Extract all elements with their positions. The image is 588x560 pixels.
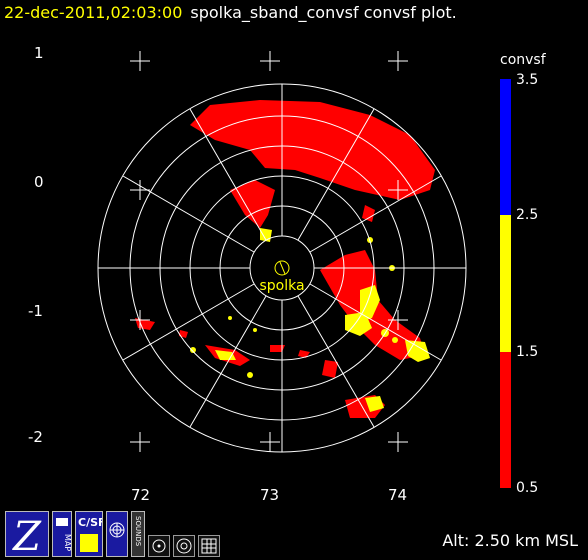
csf-button[interactable]: C/SF [75,511,103,557]
colorbar-tick: 2.5 [516,207,539,223]
x-tick-label: 73 [260,486,280,504]
plot-description: spolka_sband_convsf convsf plot. [190,3,457,22]
y-tick-label: -1 [28,302,43,320]
echo-low [135,100,435,418]
colorbar-segment-mid [500,215,511,352]
csf-label: C/SF [78,516,102,529]
svg-text:Z: Z [11,514,42,556]
azimuth-lines [98,84,466,452]
map-button[interactable]: MAP [52,511,72,557]
radar-icon-button[interactable] [106,511,128,557]
x-tick-label: 74 [388,486,408,504]
zoom-z-icon[interactable]: Z [5,511,49,557]
timestamp: 22-dec-2011,02:03:00 [4,3,183,22]
y-tick-label: 0 [34,173,44,191]
sounds-button[interactable]: SOUNDS [131,511,145,557]
colorbar-tick: 1.5 [516,344,539,360]
rings-icon[interactable] [173,535,195,557]
colorbar-tick: 3.5 [516,72,539,88]
x-tick-label: 72 [131,486,151,504]
lat-lon-crosses [130,51,408,452]
station-label: spolka [259,278,304,294]
y-tick-label: -2 [28,428,43,446]
toolbar: Z MAP C/SF SOUNDS [5,509,220,557]
y-tick-label: 1 [34,44,44,62]
colorbar-segment-low [500,352,511,488]
plot-title: 22-dec-2011,02:03:00 spolka_sband_convsf … [4,3,457,22]
map-label: MAP [63,534,71,551]
colorbar-title: convsf [500,52,546,68]
altitude-label: Alt: 2.50 km MSL [442,531,578,550]
target-icon[interactable] [148,535,170,557]
station-marker [274,260,290,276]
colorbar-tick: 0.5 [516,480,539,496]
grid-icon[interactable] [198,535,220,557]
colorbar-segment-high [500,79,511,215]
sounds-label: SOUNDS [134,516,142,547]
